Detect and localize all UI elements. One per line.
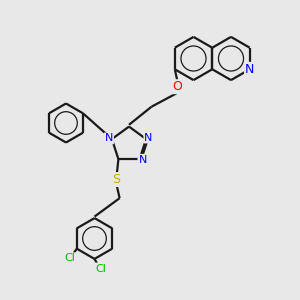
- Text: N: N: [144, 133, 153, 142]
- Text: N: N: [245, 63, 254, 76]
- Text: O: O: [172, 80, 182, 93]
- Text: Cl: Cl: [65, 253, 76, 263]
- Text: S: S: [112, 173, 120, 186]
- Text: Cl: Cl: [95, 263, 106, 274]
- Text: N: N: [138, 155, 147, 165]
- Text: N: N: [105, 134, 113, 143]
